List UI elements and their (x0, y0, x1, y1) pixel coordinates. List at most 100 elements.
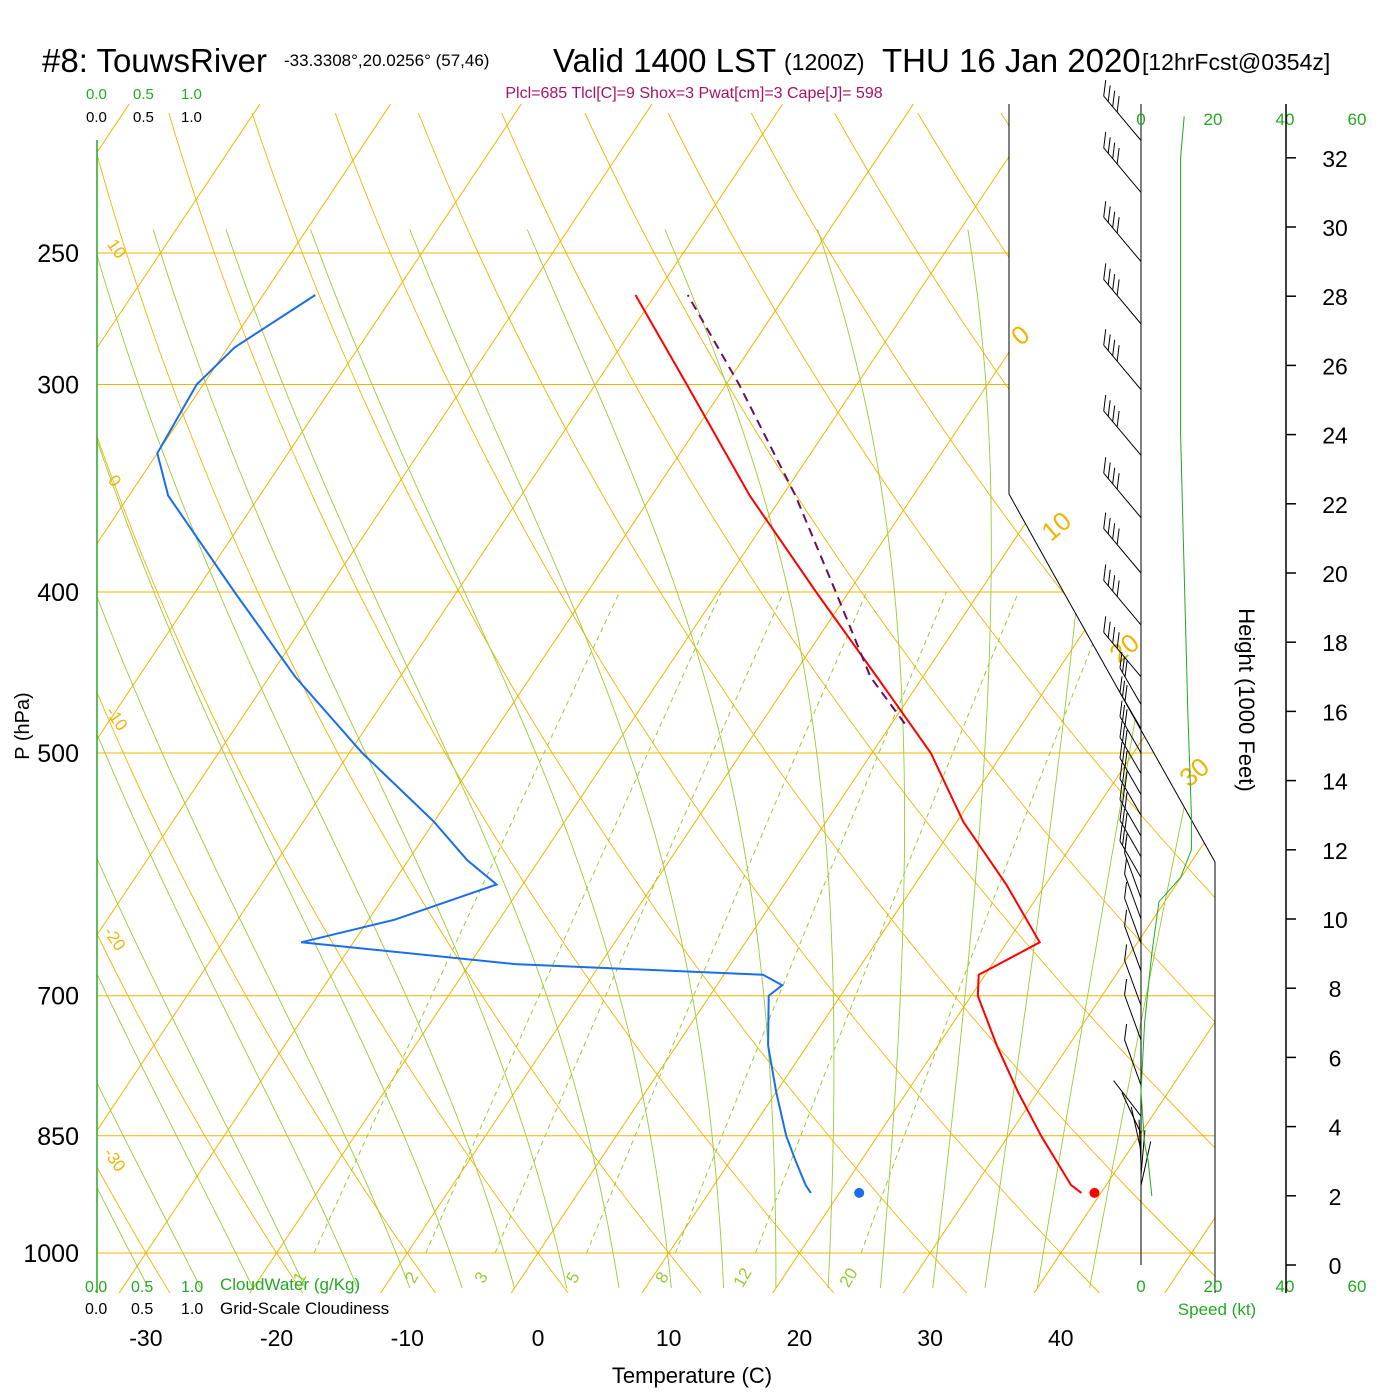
wind-barb-feather (1124, 978, 1128, 996)
wind-barb (1140, 1141, 1152, 1186)
wind-barb-staff (1119, 667, 1142, 705)
wind-barb-feather (1124, 709, 1128, 726)
wind-barb-feather (1124, 771, 1128, 788)
wind-barb (1103, 512, 1142, 574)
temperature-axis: -30 -20 -10 0 10 20 30 40 (129, 1325, 1073, 1351)
dry-adiabat (417, 112, 1215, 1293)
height-tick: 10 (1322, 907, 1348, 933)
wind-barb-feather (1116, 345, 1120, 362)
wind-barb (1119, 783, 1142, 837)
moist-adiabat (97, 229, 411, 1289)
wind-barb-staff (1103, 528, 1142, 574)
scale-top-green-1: 0.5 (133, 86, 154, 103)
wind-barb-feather (1103, 564, 1107, 581)
parcel-profile (686, 294, 906, 725)
dry-adiabat-label: 10 (103, 236, 129, 262)
dry-adiabat (750, 112, 1215, 1293)
scale-top-black-2: 1.0 (181, 109, 202, 126)
dry-adiabat (97, 112, 436, 1293)
speed-tick-top: 60 (1348, 110, 1367, 129)
wind-barb-staff (1119, 757, 1142, 795)
wind-barb (1124, 1023, 1142, 1086)
height-tick: 30 (1322, 215, 1348, 241)
wind-barb (1103, 329, 1142, 390)
pressure-tick-300: 300 (37, 372, 79, 400)
wind-barb-staff (1124, 994, 1142, 1041)
dry-adiabat (251, 112, 968, 1293)
mixing-ratio-line (313, 591, 621, 1254)
temperature-tick: 40 (1048, 1325, 1074, 1351)
wind-speed-profile (1140, 116, 1192, 1196)
scale-bottom-black-1: 0.5 (131, 1301, 153, 1318)
wind-barb-staff (1124, 925, 1142, 972)
wind-barb-feather (1124, 1023, 1128, 1041)
wind-barb-feather (1119, 742, 1123, 759)
y-axis-label: P (hPa) (12, 692, 34, 759)
wind-barb-feather (1107, 137, 1111, 154)
wind-barb-staff (1119, 799, 1142, 837)
station-coords: -33.3308°,20.0256° (57,46) (284, 51, 489, 70)
wind-barb-feather (1122, 746, 1126, 763)
wind-barb (1119, 721, 1142, 774)
mixing-ratio-line (860, 591, 1114, 1254)
wind-barb-feather (1116, 96, 1120, 113)
wind-barb (1103, 201, 1142, 262)
dry-adiabat (501, 112, 1215, 1293)
wind-barb-feather (1107, 85, 1111, 102)
mixing-ratio-line (494, 591, 785, 1254)
wind-barb-staff (1103, 472, 1142, 518)
moist-adiabat (97, 229, 359, 1289)
moist-adiabat (932, 229, 992, 1289)
wind-barb-staff (1103, 279, 1142, 325)
mixing-ratio-line (586, 591, 868, 1254)
wind-barb-staff (1103, 410, 1142, 456)
height-tick: 12 (1322, 838, 1348, 864)
temperature-tick: -10 (391, 1325, 424, 1351)
height-tick: 6 (1329, 1045, 1342, 1071)
height-tick: 28 (1322, 284, 1348, 310)
wind-barb-staff (1119, 820, 1142, 857)
wind-barb-feather (1112, 626, 1116, 644)
wind-barb (1124, 882, 1142, 944)
wind-barb-feather (1116, 279, 1120, 296)
pressure-tick-500: 500 (37, 740, 79, 768)
temperature-tick: -20 (260, 1325, 293, 1351)
pressure-tick-700: 700 (37, 983, 79, 1011)
dry-adiabat (168, 112, 835, 1293)
speed-tick-bottom: 40 (1276, 1277, 1295, 1296)
isotherm (641, 104, 1215, 1293)
wind-barb (1138, 1119, 1142, 1165)
isotherm (772, 104, 1215, 1293)
wind-barb-staff (1103, 580, 1142, 626)
wind-barb-feather (1112, 339, 1116, 356)
moist-adiabat (526, 229, 777, 1289)
wind-barb-feather (1124, 944, 1128, 961)
cloud-water-label: CloudWater (g/Kg) (220, 1275, 360, 1294)
wind-barb-feather (1116, 632, 1120, 649)
dry-adiabat (97, 112, 702, 1293)
wind-barb-feather (1124, 909, 1128, 926)
scale-top-green-2: 1.0 (181, 86, 202, 103)
wind-barb-feather (1124, 684, 1128, 702)
height-tick: 16 (1322, 699, 1348, 725)
isotherm (510, 104, 1215, 1293)
scale-bottom-green-2: 1.0 (181, 1279, 203, 1296)
plot-frame (1008, 104, 1216, 1293)
wind-barb (1119, 804, 1142, 857)
forecast-run: [12hrFcst@0354z] (1142, 49, 1330, 75)
wind-barb-feather (1103, 201, 1107, 218)
wind-barb-staff (1103, 216, 1142, 262)
wind-barb-staff (1124, 1039, 1142, 1086)
wind-barb-feather (1107, 334, 1111, 351)
wind-barb-feather (1119, 700, 1123, 717)
scale-top-black-0: 0.0 (86, 109, 107, 126)
cloudiness-label: Grid-Scale Cloudiness (220, 1299, 389, 1318)
wind-barb-staff (1138, 1119, 1142, 1165)
isotherm (1033, 104, 1215, 1293)
speed-tick-bottom: 0 (1136, 1277, 1145, 1296)
height-tick: 20 (1322, 561, 1348, 587)
moist-adiabat-label: 30 (1173, 751, 1214, 793)
isotherm (97, 104, 522, 1293)
